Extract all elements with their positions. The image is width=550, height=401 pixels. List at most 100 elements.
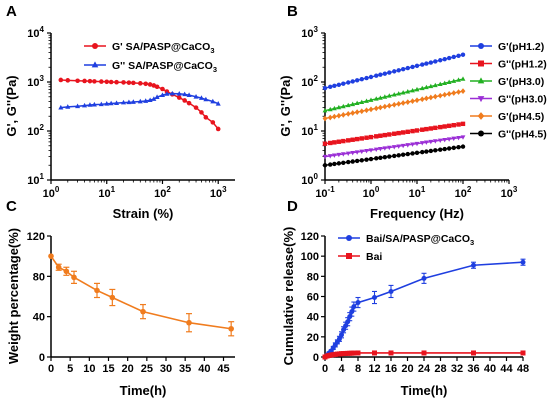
tick-base: 10: [455, 188, 467, 200]
x-tick-label: 0: [48, 363, 54, 375]
data-point: [374, 73, 379, 78]
data-point: [374, 134, 379, 139]
data-point: [442, 124, 447, 129]
data-point: [433, 125, 438, 131]
data-point: [368, 148, 374, 153]
data-point: [114, 100, 120, 105]
data-point: [456, 89, 461, 95]
tick-base: 10: [301, 175, 313, 187]
legend-swatch-marker: [477, 112, 485, 120]
data-point: [410, 142, 415, 147]
data-point: [350, 79, 355, 84]
series-0: [322, 52, 466, 91]
tick-exponent: 2: [40, 123, 45, 132]
data-point: [65, 104, 71, 109]
data-point: [193, 93, 199, 99]
data-point: [350, 101, 356, 107]
y-tick-label: 100: [301, 251, 319, 263]
data-point: [336, 161, 342, 166]
data-point: [368, 97, 374, 102]
data-point: [354, 100, 360, 106]
data-point: [160, 86, 165, 92]
data-point: [382, 132, 388, 138]
data-point: [341, 138, 346, 144]
tick-exponent: 3: [222, 185, 227, 194]
data-point: [346, 159, 351, 165]
y-tick-label: 80: [33, 271, 45, 283]
data-point: [120, 99, 127, 105]
data-point: [327, 106, 333, 112]
data-point: [388, 350, 394, 356]
data-point: [446, 79, 452, 84]
data-point: [433, 59, 438, 64]
tick-base: 10: [501, 188, 513, 200]
data-point: [215, 100, 221, 106]
data-point: [322, 141, 328, 146]
data-point: [331, 153, 337, 158]
tick-base: 10: [301, 77, 313, 89]
data-point: [332, 83, 337, 89]
tick-label: 102: [154, 185, 171, 200]
tick-exponent: 3: [40, 74, 45, 83]
y-axis-title: Cumulative release(%): [281, 227, 296, 366]
data-point: [414, 141, 420, 147]
series-0: [322, 258, 526, 360]
data-point: [382, 71, 388, 76]
data-point: [421, 275, 427, 281]
y-axis-title: Weight percentage(%): [6, 228, 21, 364]
tick-exponent: 1: [40, 172, 45, 181]
data-point: [131, 80, 136, 86]
x-tick-label: 10: [83, 363, 95, 375]
legend-swatch-marker: [478, 60, 484, 67]
tick-base: 10: [43, 188, 55, 200]
x-tick-label: 40: [198, 363, 210, 375]
panel-c: 0 5 10 15 20 25 30 35 40 45 0 40 80 120 Time(h) Weight …: [6, 198, 235, 398]
data-point: [442, 91, 448, 98]
data-point: [354, 158, 360, 164]
tick-label: 103: [301, 25, 318, 40]
tick-exponent: 4: [40, 25, 45, 34]
data-point: [94, 287, 100, 294]
data-point: [109, 294, 116, 301]
data-point: [331, 113, 337, 120]
data-point: [368, 134, 374, 140]
tick-exponent: 2: [166, 185, 171, 194]
data-point: [451, 122, 456, 128]
legend-swatch-marker: [478, 130, 484, 137]
x-tick-label: 15: [102, 363, 114, 375]
data-point: [456, 135, 461, 141]
data-point: [322, 115, 328, 122]
data-point: [410, 98, 415, 105]
data-point: [438, 124, 443, 130]
data-point: [87, 78, 93, 84]
data-point: [350, 159, 355, 164]
data-point: [228, 325, 234, 332]
data-point: [322, 85, 328, 91]
x-tick-label: 36: [467, 363, 479, 375]
data-point: [382, 94, 388, 99]
data-point: [387, 132, 392, 137]
data-point: [75, 78, 80, 84]
data-point: [210, 98, 216, 104]
legend-label-subscript: 3: [210, 46, 214, 55]
tick-base: 10: [27, 28, 39, 40]
legend-label: G'(pH4.5): [498, 111, 544, 123]
data-point: [386, 102, 392, 109]
data-point: [198, 95, 204, 100]
data-point: [451, 54, 456, 60]
data-point: [424, 149, 429, 154]
data-point: [182, 98, 187, 103]
data-point: [350, 110, 356, 116]
data-point: [396, 68, 401, 73]
data-point: [420, 62, 425, 67]
data-point: [405, 151, 410, 157]
data-point: [327, 154, 333, 159]
x-axis-title: Time(h): [120, 383, 167, 398]
y-tick-label: 60: [307, 292, 319, 304]
panel-letter: A: [6, 3, 17, 20]
data-point: [203, 96, 209, 102]
data-point: [63, 268, 70, 275]
data-point: [364, 148, 369, 154]
x-tick-label: 32: [451, 363, 463, 375]
series-5: [322, 144, 466, 168]
